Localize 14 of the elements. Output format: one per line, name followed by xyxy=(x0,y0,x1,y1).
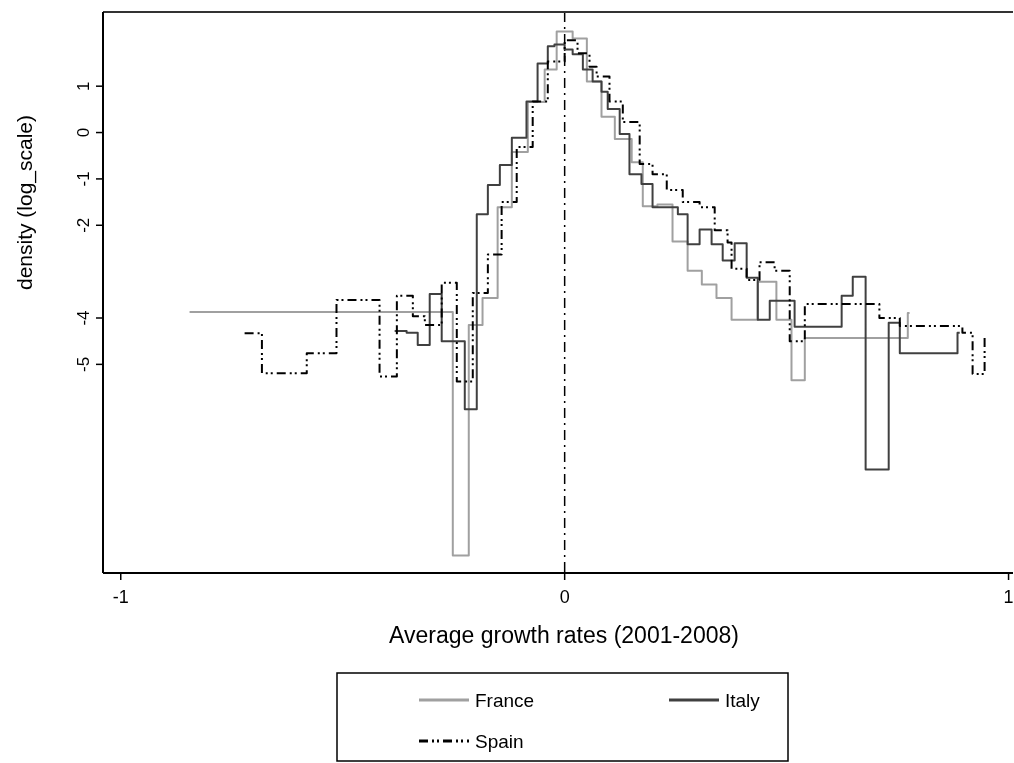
y-tick-label: -2 xyxy=(74,217,93,233)
x-axis-title: Average growth rates (2001-2008) xyxy=(389,622,739,648)
legend-label: Italy xyxy=(725,690,761,711)
legend-label: France xyxy=(475,690,535,711)
y-axis-title: density (log_scale) xyxy=(13,114,37,291)
legend-label: Spain xyxy=(475,731,524,752)
x-tick-label: 1 xyxy=(1003,587,1014,607)
y-tick-label: -4 xyxy=(74,310,93,326)
y-tick-label: -1 xyxy=(74,171,93,187)
y-tick-label: -5 xyxy=(74,356,93,372)
y-tick-label: 0 xyxy=(74,127,93,138)
x-tick-label: 0 xyxy=(559,587,570,607)
y-tick-label: 1 xyxy=(74,81,93,91)
x-tick-label: -1 xyxy=(112,587,129,607)
